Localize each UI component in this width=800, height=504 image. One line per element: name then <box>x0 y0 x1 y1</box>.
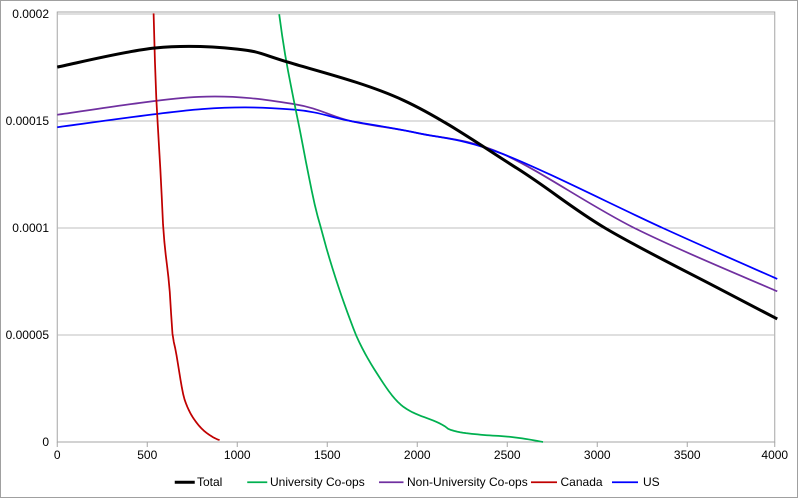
svg-text:0.00005: 0.00005 <box>6 328 50 342</box>
svg-text:Non-University Co-ops: Non-University Co-ops <box>407 475 528 489</box>
svg-text:3500: 3500 <box>674 448 701 462</box>
svg-text:University Co-ops: University Co-ops <box>270 475 365 489</box>
svg-text:2500: 2500 <box>494 448 521 462</box>
svg-text:0: 0 <box>42 435 49 449</box>
svg-text:3000: 3000 <box>584 448 611 462</box>
svg-text:Total: Total <box>197 475 222 489</box>
svg-text:0.0001: 0.0001 <box>12 221 49 235</box>
svg-text:0: 0 <box>54 448 61 462</box>
svg-text:Canada: Canada <box>561 475 603 489</box>
svg-text:1500: 1500 <box>314 448 341 462</box>
svg-text:US: US <box>643 475 660 489</box>
svg-text:0.00015: 0.00015 <box>6 114 50 128</box>
svg-text:0.0002: 0.0002 <box>12 7 49 21</box>
svg-text:1000: 1000 <box>224 448 251 462</box>
svg-text:500: 500 <box>137 448 157 462</box>
svg-text:2000: 2000 <box>404 448 431 462</box>
svg-text:4000: 4000 <box>761 448 788 462</box>
